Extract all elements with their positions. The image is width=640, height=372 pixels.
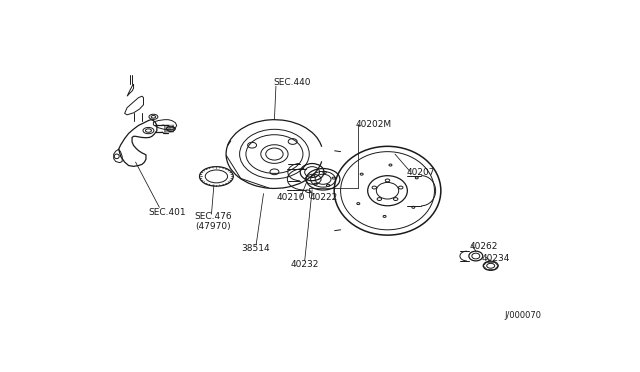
Text: 38514: 38514 [242,244,270,253]
Text: 40222: 40222 [309,193,337,202]
Text: 40202M: 40202M [355,121,392,129]
Text: 40234: 40234 [482,254,510,263]
Text: (47970): (47970) [195,222,231,231]
Text: SEC.440: SEC.440 [273,78,311,87]
Text: J/000070: J/000070 [504,311,541,320]
Text: 40232: 40232 [291,260,319,269]
Text: 40210: 40210 [276,193,305,202]
Text: SEC.401: SEC.401 [148,208,186,217]
Text: SEC.476: SEC.476 [194,212,232,221]
Text: 40262: 40262 [469,242,498,251]
Text: 40207: 40207 [406,169,435,177]
